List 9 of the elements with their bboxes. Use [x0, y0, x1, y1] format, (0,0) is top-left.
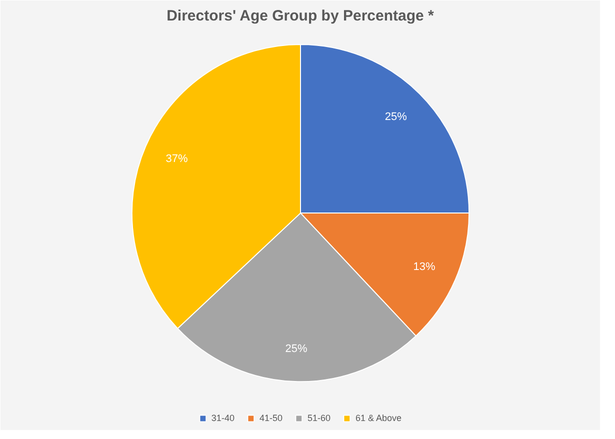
chart-title: Directors' Age Group by Percentage *: [166, 8, 434, 24]
legend-label: 41-50: [259, 413, 282, 423]
legend-label: 51-60: [307, 413, 331, 423]
data-label: 25%: [384, 110, 408, 123]
data-label: 37%: [166, 153, 188, 166]
data-label: 25%: [285, 342, 308, 355]
legend-label: 61 & Above: [356, 413, 402, 423]
data-label: 13%: [413, 261, 436, 274]
legend-label: 31-40: [211, 413, 234, 423]
